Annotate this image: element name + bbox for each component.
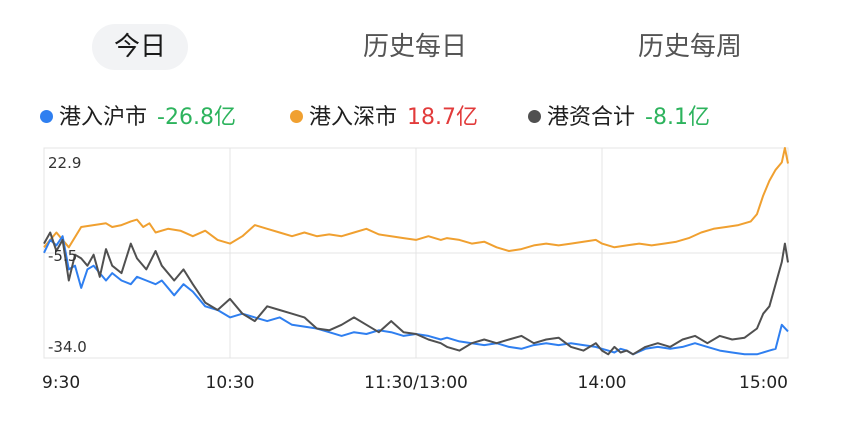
tab-history-daily[interactable]: 历史每日 (362, 32, 467, 62)
x-tick-label: 9:30 (42, 373, 80, 393)
legend-value: -8.1亿 (645, 105, 710, 130)
series-line-shenzhen (43, 147, 789, 252)
legend-value: -26.8亿 (157, 105, 236, 130)
legend-label: 港入深市 (309, 105, 398, 130)
legend-item-shenzhen: 港入深市 18.7亿 (290, 100, 478, 136)
y-tick-label: 22.9 (48, 154, 81, 172)
series-line-shanghai (43, 235, 789, 356)
legend-item-shanghai: 港入沪市 -26.8亿 (40, 100, 236, 136)
series-line-total (43, 231, 789, 356)
legend: 港入沪市 -26.8亿 港入深市 18.7亿 港资合计 -8.1亿 (0, 100, 860, 136)
legend-label: 港入沪市 (59, 105, 148, 130)
tab-history-weekly[interactable]: 历史每周 (637, 32, 742, 62)
y-tick-label: -5.5 (48, 247, 77, 265)
legend-item-total: 港资合计 -8.1亿 (528, 100, 710, 136)
y-tick-label: -34.0 (48, 338, 87, 356)
x-tick-label: 15:00 (739, 373, 788, 393)
x-tick-label: 10:30 (206, 373, 255, 393)
tab-today[interactable]: 今日 (92, 24, 188, 70)
legend-value: 18.7亿 (407, 105, 479, 130)
series-dot-icon (290, 110, 303, 123)
legend-label: 港资合计 (547, 105, 636, 130)
tab-bar: 今日 历史每日 历史每周 (0, 0, 860, 95)
x-tick-label: 11:30/13:00 (364, 373, 468, 393)
series-dot-icon (40, 110, 53, 123)
x-tick-label: 14:00 (578, 373, 627, 393)
series-dot-icon (528, 110, 541, 123)
flow-chart: 22.9 -5.5 -34.0 9:30 10:30 11:30/13:00 14:00 15… (42, 147, 789, 393)
